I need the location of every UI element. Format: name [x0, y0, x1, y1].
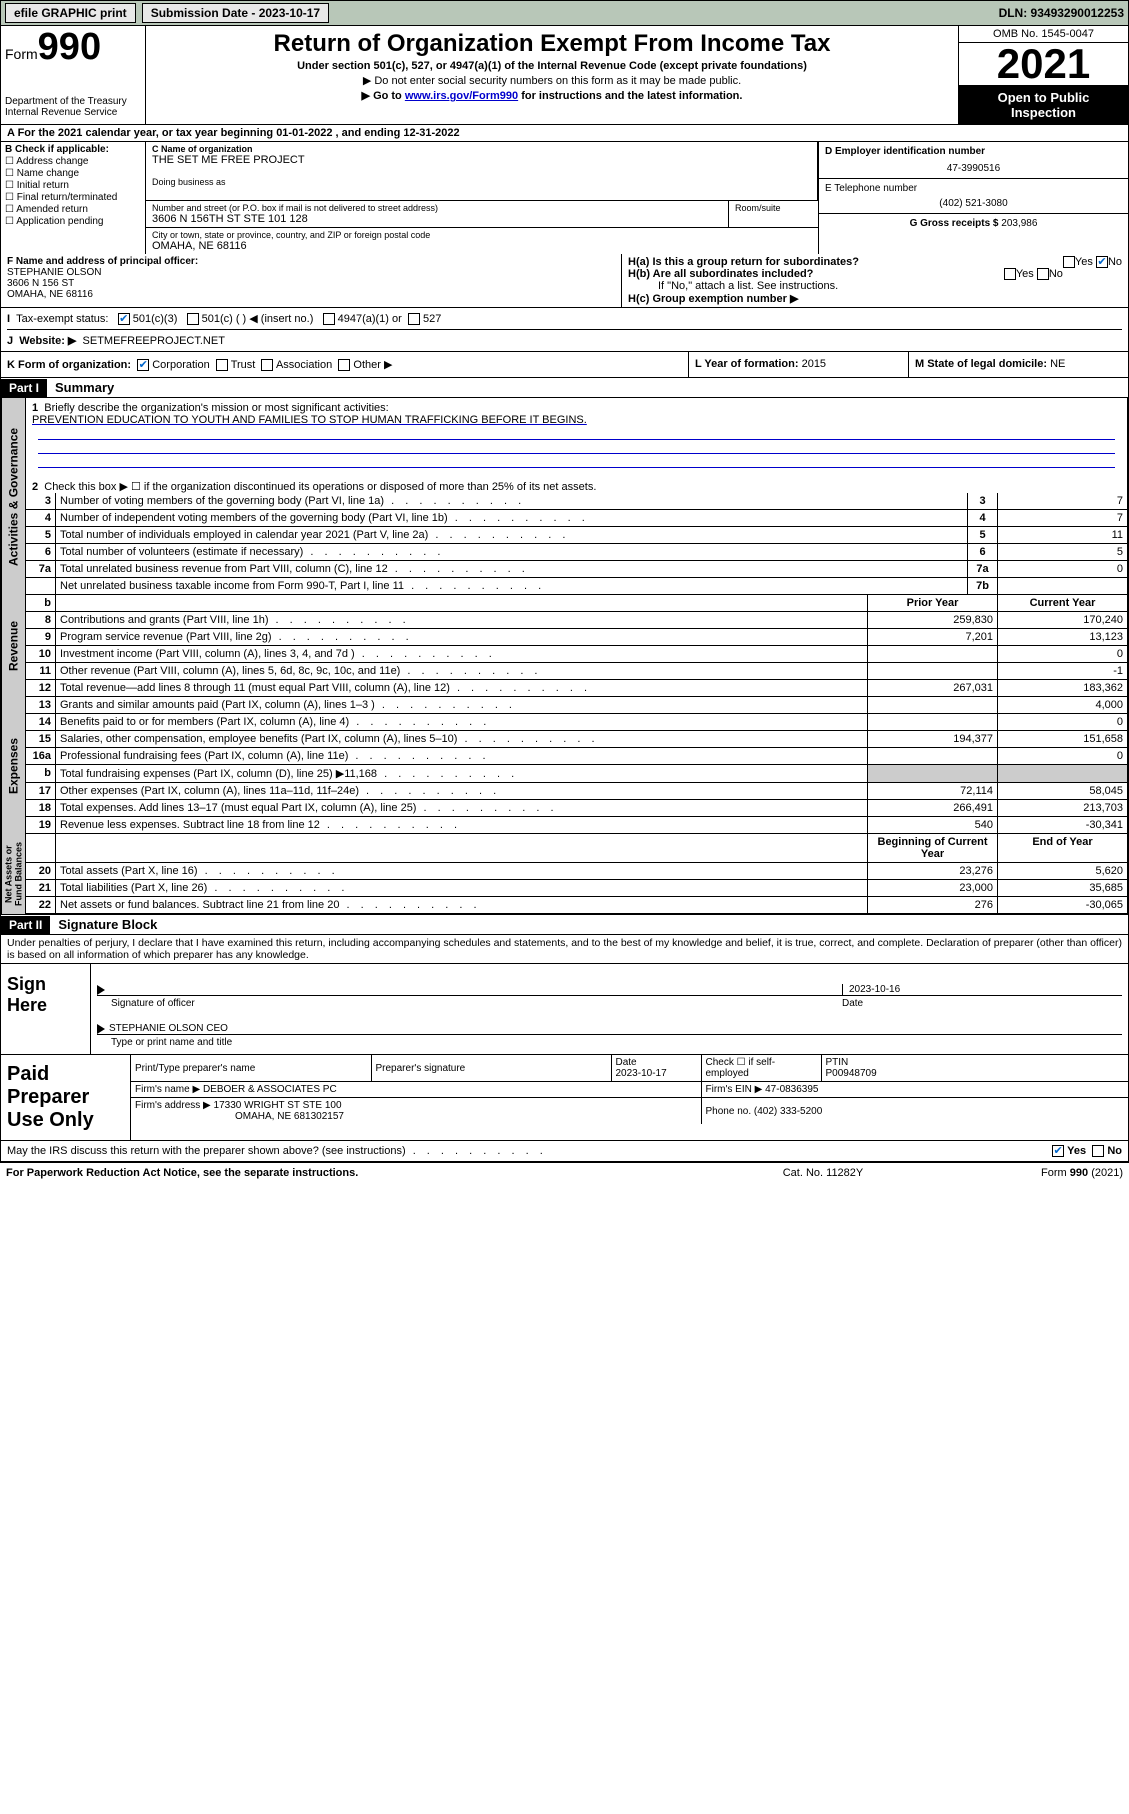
- vlabel-revenue: Revenue: [1, 595, 25, 697]
- row-f: F Name and address of principal officer:…: [0, 254, 1129, 308]
- instruction-1: ▶ Do not enter social security numbers o…: [150, 74, 954, 87]
- perjury-declaration: Under penalties of perjury, I declare th…: [1, 935, 1128, 964]
- submission-date: Submission Date - 2023-10-17: [142, 3, 329, 23]
- city-state-zip: OMAHA, NE 68116: [152, 240, 812, 252]
- room-label: Room/suite: [735, 203, 812, 213]
- h4b: H(b) Are all subordinates included? Yes …: [628, 268, 1122, 280]
- col-b-checkboxes: B Check if applicable: ☐ Address change …: [1, 142, 146, 254]
- h4c: H(c) Group exemption number ▶: [628, 292, 1122, 305]
- preparer-table: Print/Type preparer's name Preparer's si…: [131, 1055, 1128, 1124]
- form-number: Form990: [5, 28, 141, 66]
- expenses-table: 13Grants and similar amounts paid (Part …: [25, 697, 1128, 834]
- vlabel-expenses: Expenses: [1, 697, 25, 834]
- h4b-note: If "No," attach a list. See instructions…: [628, 280, 1122, 292]
- org-name-label: C Name of organization: [152, 144, 811, 154]
- arrow-icon: [97, 985, 105, 995]
- form-subtitle: Under section 501(c), 527, or 4947(a)(1)…: [150, 60, 954, 72]
- row-i-j: I Tax-exempt status: 501(c)(3) 501(c) ( …: [0, 308, 1129, 352]
- part2-header: Part II Signature Block: [0, 915, 1129, 935]
- form-header: Form990 Department of the Treasury Inter…: [0, 26, 1129, 125]
- vlabel-governance: Activities & Governance: [1, 398, 25, 595]
- page-footer: For Paperwork Reduction Act Notice, see …: [0, 1162, 1129, 1183]
- tax-year: 2021: [959, 43, 1128, 86]
- gross-receipts: 203,986: [1001, 218, 1037, 229]
- h4a: H(a) Is this a group return for subordin…: [628, 256, 1122, 268]
- city-label: City or town, state or province, country…: [152, 230, 812, 240]
- netassets-table: Beginning of Current Year End of Year 20…: [25, 834, 1128, 914]
- ein-value: 47-3990516: [825, 163, 1122, 174]
- addr-label: Number and street (or P.O. box if mail i…: [152, 203, 722, 213]
- phone-value: (402) 521-3080: [825, 198, 1122, 209]
- website: SETMEFREEPROJECT.NET: [83, 335, 225, 347]
- street-address: 3606 N 156TH ST STE 101 128: [152, 213, 722, 225]
- officer-addr1: 3606 N 156 ST: [7, 278, 74, 289]
- phone-label: E Telephone number: [825, 183, 917, 194]
- irs-link[interactable]: www.irs.gov/Form990: [405, 90, 518, 102]
- sign-here-label: Sign Here: [1, 964, 91, 1054]
- vlabel-netassets: Net Assets or Fund Balances: [1, 834, 25, 914]
- irs-label: Internal Revenue Service: [5, 107, 141, 118]
- efile-topbar: efile GRAPHIC print Submission Date - 20…: [0, 0, 1129, 26]
- paid-preparer-label: Paid Preparer Use Only: [1, 1055, 131, 1140]
- mission-text: PREVENTION EDUCATION TO YOUTH AND FAMILI…: [32, 414, 587, 426]
- officer-addr2: OMAHA, NE 68116: [7, 289, 93, 300]
- dba-label: Doing business as: [152, 177, 811, 187]
- org-name: THE SET ME FREE PROJECT: [152, 154, 811, 166]
- officer-sig-name: STEPHANIE OLSON CEO: [109, 1023, 228, 1034]
- gross-label: G Gross receipts $: [910, 218, 999, 229]
- section-bcd: B Check if applicable: ☐ Address change …: [0, 142, 1129, 254]
- ein-label: D Employer identification number: [825, 146, 985, 157]
- discuss-row: May the IRS discuss this return with the…: [1, 1140, 1128, 1161]
- dln-label: DLN: 93493290012253: [999, 6, 1124, 20]
- governance-table: 3Number of voting members of the governi…: [25, 493, 1128, 595]
- efile-print-button[interactable]: efile GRAPHIC print: [5, 3, 136, 23]
- officer-name: STEPHANIE OLSON: [7, 267, 101, 278]
- part1-header: Part I Summary: [0, 378, 1129, 398]
- row-a-taxyear: A For the 2021 calendar year, or tax yea…: [0, 125, 1129, 142]
- instruction-2: ▶ Go to www.irs.gov/Form990 for instruct…: [150, 89, 954, 102]
- dept-label: Department of the Treasury: [5, 96, 141, 107]
- form-title: Return of Organization Exempt From Incom…: [150, 30, 954, 58]
- revenue-table: b Prior Year Current Year 8Contributions…: [25, 595, 1128, 697]
- public-inspection: Open to PublicInspection: [959, 86, 1128, 124]
- arrow-icon: [97, 1024, 105, 1034]
- firm-name: DEBOER & ASSOCIATES PC: [203, 1084, 337, 1095]
- row-klm: K Form of organization: Corporation Trus…: [0, 352, 1129, 378]
- sign-date: 2023-10-16: [842, 984, 1122, 995]
